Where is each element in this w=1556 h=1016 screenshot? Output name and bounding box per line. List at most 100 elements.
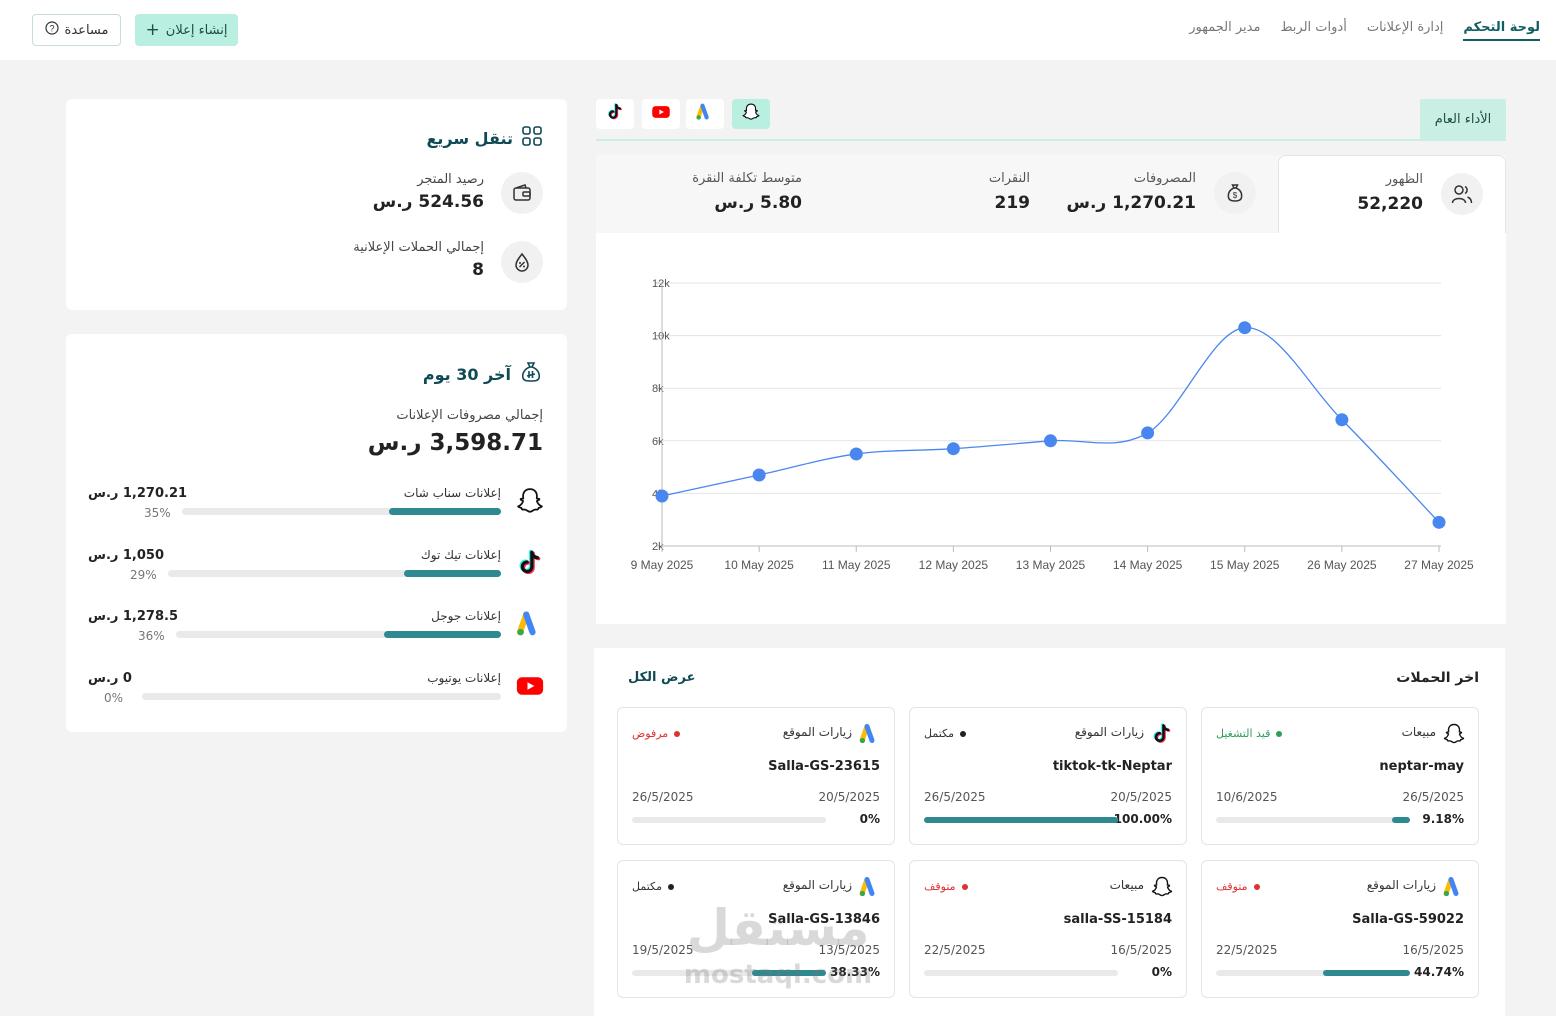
metric-clicks-label: النقرات <box>988 171 1030 186</box>
tab-snapchat[interactable] <box>732 99 770 129</box>
campaign-name: tiktok-tk-Neptar <box>1052 759 1172 774</box>
campaign-end-date: 22/5/2025 <box>924 943 986 957</box>
campaign-card[interactable]: زيارات الموقع مرفوض Salla-GS-23615 20/5/202… <box>617 707 895 845</box>
nav-ads-management[interactable]: إدارة الإعلانات <box>1366 20 1444 35</box>
metric-cpc-label: متوسط تكلفة النقرة <box>692 171 802 186</box>
total-spend-value: 3,598.71 ر.س <box>367 430 543 456</box>
grid-icon <box>521 125 543 151</box>
wallet-icon <box>501 172 543 214</box>
metrics-row: الظهور 52,220 $ المصروفات 1,270.21 ر.س ا… <box>596 155 1506 233</box>
plus-icon: + <box>145 19 160 40</box>
store-balance-value: 524.56 ر.س <box>372 192 484 212</box>
campaign-objective: زيارات الموقع <box>1074 725 1144 739</box>
campaign-progress-track <box>1216 970 1410 976</box>
platform-percent: 35% <box>144 506 171 520</box>
campaign-end-date: 26/5/2025 <box>924 790 986 804</box>
top-bar: لوحة التحكم إدارة الإعلانات أدوات الربط … <box>0 0 1556 60</box>
campaign-card[interactable]: زيارات الموقع متوقف Salla-GS-59022 16/5/202… <box>1201 860 1479 998</box>
x-tick-label: 14 May 2025 <box>1113 558 1183 572</box>
help-button[interactable]: مساعدة ? <box>32 14 121 46</box>
campaign-name: salla-SS-15184 <box>1063 912 1172 927</box>
google-ads-icon <box>515 609 545 639</box>
status-text: مكتمل <box>924 727 954 740</box>
metric-impressions-value: 52,220 <box>1357 194 1423 214</box>
x-tick-label: 11 May 2025 <box>822 558 891 572</box>
platform-amount: 1,278.5 ر.س <box>88 609 178 624</box>
x-tick-label: 12 May 2025 <box>919 558 989 572</box>
campaign-status: قيد التشغيل <box>1216 727 1283 740</box>
nav-integrations[interactable]: أدوات الربط <box>1280 20 1347 35</box>
campaign-card[interactable]: زيارات الموقع مكتمل Salla-GS-13846 13/5/202… <box>617 860 895 998</box>
platform-name: إعلانات جوجل <box>431 609 501 623</box>
series-line <box>661 327 1440 523</box>
x-tick-label: 10 May 2025 <box>724 558 794 572</box>
tiktok-icon <box>605 102 625 126</box>
metric-cpc-value: 5.80 ر.س <box>714 193 802 213</box>
data-point <box>946 442 960 456</box>
platform-percent: 36% <box>138 629 165 643</box>
campaign-status: مكتمل <box>924 727 966 740</box>
metric-clicks[interactable]: النقرات 219 <box>822 155 1050 233</box>
svg-text:?: ? <box>49 24 54 34</box>
google-ads-icon <box>858 875 882 899</box>
create-ad-button[interactable]: إنشاء إعلان + <box>135 14 238 46</box>
campaign-card[interactable]: مبيعات متوقف salla-SS-15184 16/5/2025 22/5/2… <box>909 860 1187 998</box>
platform-name: إعلانات تيك توك <box>420 548 501 562</box>
tab-tiktok[interactable] <box>596 99 634 129</box>
platform-progress-fill <box>389 508 501 515</box>
last30-title-text: آخر 30 يوم <box>422 364 511 384</box>
tab-youtube[interactable] <box>642 99 680 129</box>
status-text: متوقف <box>924 880 956 893</box>
quick-nav-title: تنقل سريع <box>426 125 543 151</box>
metric-avg-cpc[interactable]: متوسط تكلفة النقرة 5.80 ر.س <box>596 155 822 233</box>
users-icon <box>1441 173 1483 215</box>
nav-audience-manager[interactable]: مدير الجمهور <box>1189 20 1261 35</box>
platform-row: إعلانات يوتيوب 0 ر.س 0% <box>88 671 545 711</box>
campaign-progress-track <box>924 970 1118 976</box>
campaign-card[interactable]: زيارات الموقع مكتمل tiktok-tk-Neptar 20/5/2… <box>909 707 1187 845</box>
y-tick-label: 2k <box>652 541 664 553</box>
campaign-status: متوقف <box>1216 880 1260 893</box>
campaign-progress-fill <box>751 970 826 976</box>
tiktok-icon <box>515 548 545 578</box>
x-tick-label: 27 May 2025 <box>1404 558 1474 572</box>
campaign-progress-track <box>924 817 1118 823</box>
campaign-progress-label: 38.33% <box>830 965 880 979</box>
status-text: مرفوض <box>632 727 669 740</box>
platform-progress-track <box>176 631 501 638</box>
campaign-name: Salla-GS-59022 <box>1352 912 1464 927</box>
status-dot <box>667 883 674 890</box>
quick-nav-card: تنقل سريع رصيد المتجر 524.56 ر.س إجمالي … <box>66 99 567 310</box>
campaign-progress-track <box>632 817 826 823</box>
tab-google-ads[interactable] <box>686 99 724 129</box>
last30-title: آخر 30 يوم <box>423 360 543 388</box>
x-tick-label: 13 May 2025 <box>1016 558 1086 572</box>
campaign-objective: زيارات الموقع <box>782 878 852 892</box>
status-text: متوقف <box>1216 880 1248 893</box>
nav-dashboard[interactable]: لوحة التحكم <box>1463 20 1540 41</box>
campaign-start-date: 26/5/2025 <box>1402 790 1464 804</box>
campaign-end-date: 26/5/2025 <box>632 790 694 804</box>
metric-spend[interactable]: $ المصروفات 1,270.21 ر.س <box>1050 155 1278 233</box>
metric-impressions[interactable]: الظهور 52,220 <box>1278 155 1506 233</box>
campaign-status: متوقف <box>924 880 968 893</box>
campaign-progress-fill <box>924 817 1118 823</box>
performance-tabs: الأداء العام <box>596 99 1506 141</box>
data-point <box>849 447 863 461</box>
campaign-objective: مبيعات <box>1109 878 1144 892</box>
snapchat-icon <box>1150 875 1174 899</box>
tab-general-performance[interactable]: الأداء العام <box>1420 99 1506 139</box>
campaign-card[interactable]: مبيعات قيد التشغيل neptar-may 26/5/2025 10/6… <box>1201 707 1479 845</box>
view-all-link[interactable]: عرض الكل <box>628 670 696 685</box>
metric-impressions-label: الظهور <box>1385 172 1423 187</box>
data-point <box>1044 434 1057 448</box>
total-campaigns-value: 8 <box>472 260 484 280</box>
quick-nav-title-text: تنقل سريع <box>426 128 513 148</box>
status-dot <box>961 883 968 890</box>
platform-row: إعلانات تيك توك 1,050 ر.س 29% <box>88 548 545 588</box>
campaign-start-date: 13/5/2025 <box>818 943 880 957</box>
platform-progress-fill <box>384 631 501 638</box>
campaign-start-date: 16/5/2025 <box>1402 943 1464 957</box>
